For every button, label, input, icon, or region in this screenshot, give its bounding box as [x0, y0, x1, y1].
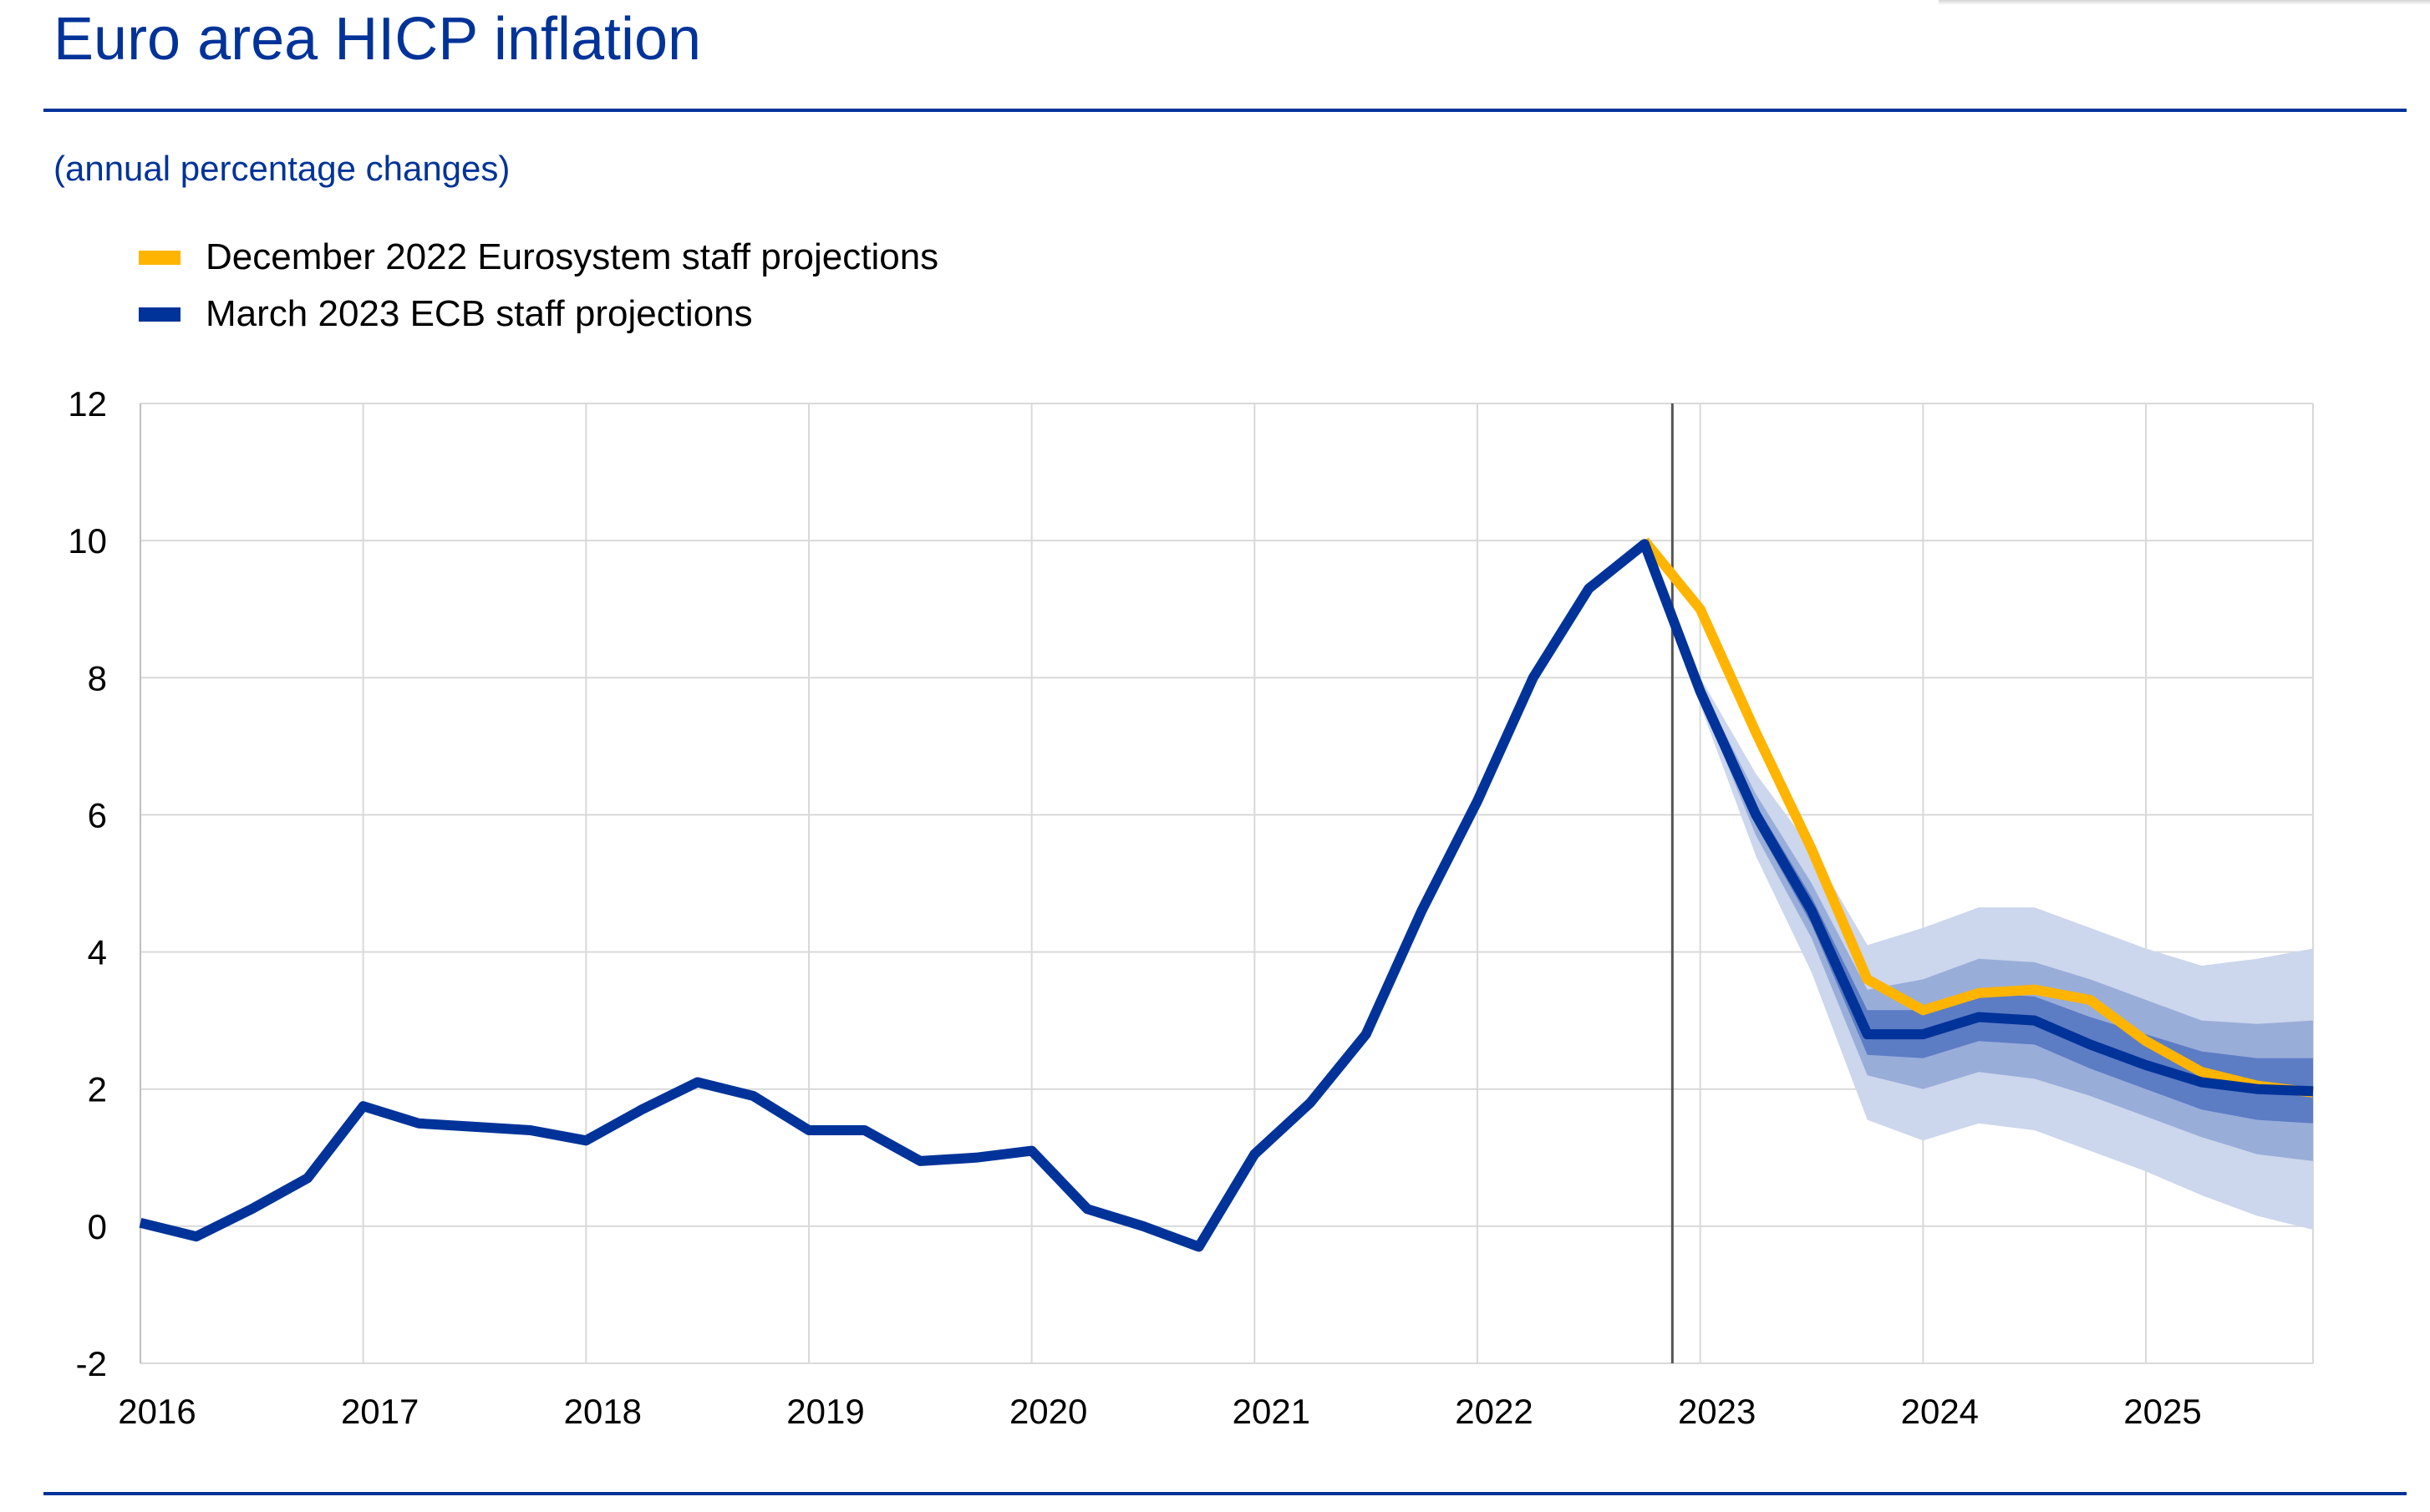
series-layer — [139, 537, 2314, 1252]
y-tick-label: 4 — [88, 933, 107, 972]
legend-swatch-december — [139, 250, 180, 265]
legend-item-march: March 2023 ECB staff projections — [139, 286, 938, 342]
december-2022-projection-line — [1640, 537, 2314, 1098]
footer-divider — [43, 1492, 2407, 1495]
legend-swatch-march — [139, 307, 180, 322]
uncertainty-band-inner — [1645, 540, 2313, 1124]
y-tick-label: 2 — [88, 1070, 107, 1109]
y-tick-label: 10 — [68, 521, 107, 561]
title-divider — [43, 109, 2407, 112]
chart-title: Euro area HICP inflation — [53, 6, 702, 73]
x-tick-label: 2020 — [1009, 1392, 1087, 1431]
chart-legend: December 2022 Eurosystem staff projectio… — [139, 229, 938, 342]
x-tick-label: 2025 — [2123, 1392, 2201, 1431]
tick-label-layer: 12 10 8 6 4 2 0 -2 2016 2017 2018 2019 2020 2021 2022 2… — [68, 384, 2201, 1431]
legend-label-december: December 2022 Eurosystem staff projectio… — [206, 236, 939, 277]
axis-layer — [140, 403, 1674, 1363]
y-tick-label: -2 — [76, 1344, 107, 1383]
march-2023-projection-line — [139, 539, 2314, 1252]
y-tick-label: 8 — [88, 658, 107, 698]
grid-layer — [140, 403, 2314, 1364]
legend-label-march: March 2023 ECB staff projections — [206, 293, 753, 334]
x-tick-label: 2023 — [1678, 1392, 1756, 1431]
x-tick-label: 2024 — [1901, 1392, 1979, 1431]
x-tick-label: 2016 — [118, 1392, 196, 1431]
uncertainty-band-layer — [1645, 540, 2313, 1230]
y-tick-label: 6 — [88, 795, 107, 835]
y-tick-label: 12 — [68, 384, 107, 424]
legend-item-december: December 2022 Eurosystem staff projectio… — [139, 229, 938, 286]
x-tick-label: 2021 — [1233, 1392, 1310, 1431]
uncertainty-band-middle — [1645, 540, 2313, 1161]
x-tick-label: 2017 — [341, 1392, 419, 1431]
x-tick-label: 2018 — [564, 1392, 642, 1431]
x-tick-label: 2019 — [786, 1392, 864, 1431]
x-tick-label: 2022 — [1455, 1392, 1533, 1431]
y-tick-label: 0 — [88, 1207, 107, 1246]
window-corner-shadow — [1939, 0, 2430, 5]
chart-subtitle: (annual percentage changes) — [53, 149, 511, 188]
